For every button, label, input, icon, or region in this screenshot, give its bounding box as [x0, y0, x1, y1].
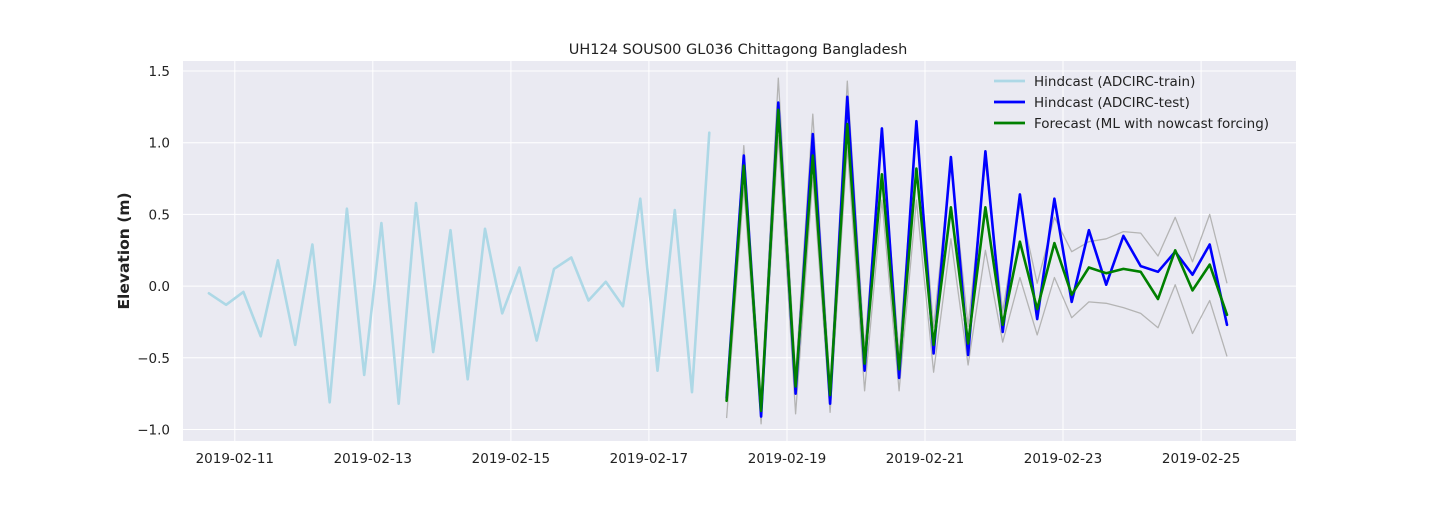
- x-tick-label: 2019-02-25: [1162, 451, 1240, 467]
- x-tick-label: 2019-02-17: [610, 451, 688, 467]
- x-tick-label: 2019-02-13: [334, 451, 412, 467]
- x-tick-label: 2019-02-15: [472, 451, 550, 467]
- x-tick-label: 2019-02-11: [196, 451, 274, 467]
- x-tick-label: 2019-02-23: [1024, 451, 1102, 467]
- y-tick-label: 1.0: [149, 136, 170, 152]
- band-lower-line: [725, 134, 1228, 425]
- y-axis-label: Elevation (m): [115, 192, 133, 309]
- y-tick-label: 0.0: [149, 279, 170, 295]
- series-line-3: [725, 108, 1229, 413]
- series-line-1: [207, 131, 711, 406]
- y-tick-label: 1.5: [149, 64, 170, 80]
- y-tick-label: −0.5: [137, 351, 170, 367]
- series-lines: [207, 95, 1229, 418]
- chart-title: UH124 SOUS00 GL036 Chittagong Bangladesh: [569, 42, 908, 58]
- legend-label: Hindcast (ADCIRC-test): [1034, 95, 1190, 111]
- axis-ticks: 2019-02-11 2019-02-13 2019-02-15 2019-02-17…: [137, 64, 1240, 467]
- grid: [183, 61, 1296, 441]
- x-tick-label: 2019-02-19: [748, 451, 826, 467]
- y-tick-label: −1.0: [137, 423, 170, 439]
- legend-label: Forecast (ML with nowcast forcing): [1034, 116, 1269, 132]
- x-tick-label: 2019-02-21: [886, 451, 964, 467]
- legend-label: Hindcast (ADCIRC-train): [1034, 74, 1195, 90]
- legend: Hindcast (ADCIRC-train) Hindcast (ADCIRC-…: [994, 74, 1269, 132]
- y-tick-label: 0.5: [149, 207, 170, 223]
